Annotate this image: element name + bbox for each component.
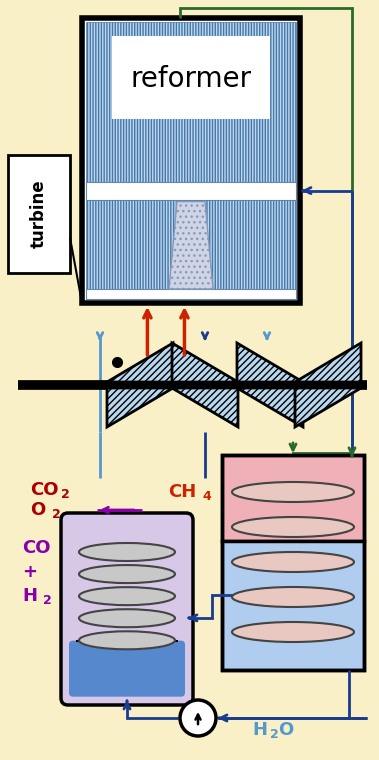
FancyBboxPatch shape xyxy=(61,513,193,705)
Bar xyxy=(112,36,270,119)
Bar xyxy=(86,22,296,182)
Bar xyxy=(222,455,364,670)
Polygon shape xyxy=(169,201,213,289)
Text: CH: CH xyxy=(168,483,196,501)
Text: CO: CO xyxy=(30,481,58,499)
Text: H: H xyxy=(22,587,37,605)
Polygon shape xyxy=(295,343,361,382)
Ellipse shape xyxy=(79,565,175,583)
FancyBboxPatch shape xyxy=(69,641,185,697)
Text: O: O xyxy=(278,721,293,739)
Text: CO: CO xyxy=(22,539,50,557)
Polygon shape xyxy=(237,343,303,382)
Text: 2: 2 xyxy=(43,594,52,606)
Bar xyxy=(86,200,296,291)
Polygon shape xyxy=(295,388,361,427)
Ellipse shape xyxy=(232,587,354,607)
Text: 2: 2 xyxy=(52,508,61,521)
Bar xyxy=(222,455,364,541)
Polygon shape xyxy=(237,388,303,427)
Ellipse shape xyxy=(232,622,354,642)
Text: turbine: turbine xyxy=(30,179,48,249)
Bar xyxy=(8,155,70,273)
Polygon shape xyxy=(107,343,173,382)
Text: +: + xyxy=(22,563,37,581)
Ellipse shape xyxy=(79,587,175,605)
Text: reformer: reformer xyxy=(130,65,252,93)
Polygon shape xyxy=(172,388,238,427)
Text: 2: 2 xyxy=(270,729,279,742)
Ellipse shape xyxy=(232,552,354,572)
Text: 2: 2 xyxy=(61,487,70,501)
Ellipse shape xyxy=(232,482,354,502)
Bar xyxy=(222,541,364,670)
Text: H: H xyxy=(252,721,267,739)
Text: O: O xyxy=(30,501,45,519)
Polygon shape xyxy=(107,388,173,427)
Circle shape xyxy=(180,700,216,736)
Ellipse shape xyxy=(79,610,175,627)
Text: 4: 4 xyxy=(202,489,211,502)
Bar xyxy=(82,18,300,303)
Ellipse shape xyxy=(232,517,354,537)
Ellipse shape xyxy=(79,543,175,561)
Ellipse shape xyxy=(79,632,175,649)
Bar xyxy=(86,289,296,299)
Polygon shape xyxy=(172,343,238,382)
Bar xyxy=(86,182,296,200)
